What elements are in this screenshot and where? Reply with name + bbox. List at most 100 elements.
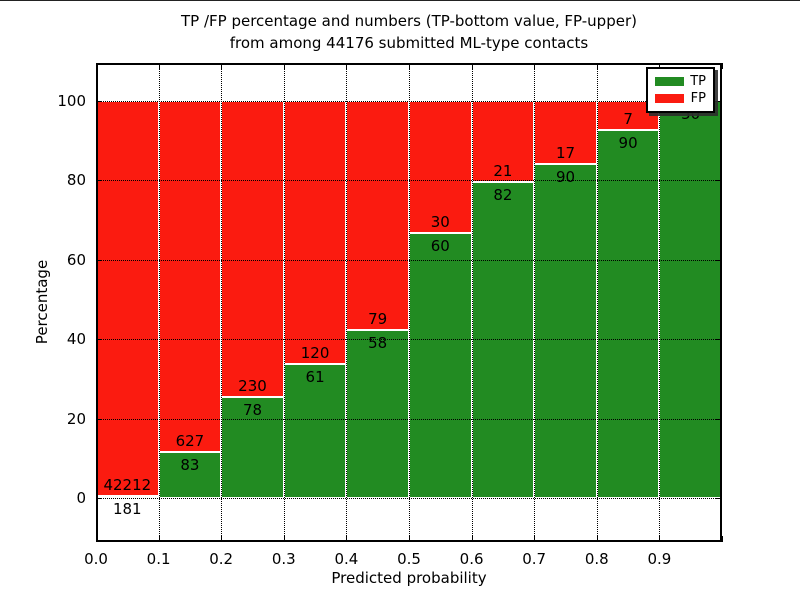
tp-bar-segment	[534, 164, 597, 498]
tp-count-label: 60	[430, 237, 450, 256]
x-tick-label: 0.1	[146, 550, 171, 568]
tick-mark	[716, 180, 722, 182]
x-tick-label: 0.4	[334, 550, 359, 568]
gridline-vertical	[659, 63, 661, 542]
fp-count-label: 21	[493, 161, 513, 180]
tp-count-label: 90	[618, 133, 638, 152]
tick-mark	[346, 63, 348, 69]
tick-mark	[716, 259, 722, 261]
tick-mark	[96, 339, 102, 341]
gridline-vertical	[409, 63, 410, 542]
fp-count-label: 120	[300, 344, 330, 363]
gridline-vertical	[158, 63, 160, 542]
tick-mark	[722, 536, 723, 542]
tick-mark	[96, 259, 102, 261]
fp-count-label: 7	[623, 109, 633, 128]
tick-mark	[346, 536, 348, 542]
fp-bar-segment	[471, 101, 535, 182]
tp-count-label: 58	[368, 333, 388, 352]
legend-swatch-fp	[655, 94, 684, 103]
y-tick-label: 80	[66, 171, 86, 190]
gridline-vertical	[596, 63, 598, 542]
tp-count-label: 82	[493, 185, 513, 204]
gridline-vertical	[471, 63, 473, 542]
fp-count-label: 30	[430, 213, 450, 232]
tp-count-label: 90	[555, 168, 576, 187]
tick-mark	[221, 536, 223, 542]
fp-count-label: 79	[368, 309, 388, 328]
tp-count-label: 181	[112, 500, 142, 519]
tp-bar-segment	[346, 329, 409, 498]
tick-mark	[722, 63, 723, 69]
tick-mark	[659, 536, 661, 542]
x-tick-label: 0.8	[584, 550, 609, 568]
fp-count-label: 42212	[103, 476, 152, 495]
y-tick-label: 0	[76, 489, 86, 507]
fp-bar-segment	[158, 101, 222, 452]
legend-item: TP	[655, 74, 706, 89]
plot-area	[96, 63, 723, 542]
tick-mark	[409, 536, 410, 542]
x-tick-label: 0.0	[84, 550, 108, 568]
tick-mark	[534, 63, 536, 69]
tp-count-label: 83	[180, 455, 200, 474]
x-tick-label: 0.3	[271, 550, 296, 568]
tick-mark	[96, 536, 97, 542]
legend-label-tp: TP	[690, 74, 706, 89]
x-tick-label: 0.6	[459, 550, 484, 568]
fp-count-label: 627	[175, 431, 205, 450]
x-tick-label: 0.5	[397, 550, 421, 568]
y-tick-label: 60	[66, 250, 86, 269]
chart-title-line2: from among 44176 submitted ML-type conta…	[229, 34, 589, 52]
gridline-vertical	[283, 63, 285, 542]
tick-mark	[158, 536, 160, 542]
tick-mark	[96, 498, 102, 499]
legend-item: FP	[655, 91, 706, 106]
tick-mark	[716, 498, 722, 499]
legend-label-fp: FP	[690, 91, 706, 106]
fp-bar-segment	[534, 101, 597, 165]
tp-bar-segment	[596, 129, 660, 498]
fp-bar-segment	[96, 101, 159, 497]
tick-mark	[471, 63, 473, 69]
tp-count-label: 78	[242, 401, 263, 420]
tick-mark	[716, 418, 722, 420]
x-axis-label: Predicted probability	[331, 569, 487, 587]
chart-title: TP /FP percentage and numbers (TP-bottom…	[96, 10, 722, 54]
tick-mark	[716, 339, 722, 341]
y-tick-label: 100	[57, 92, 86, 110]
legend: TP FP	[646, 67, 715, 113]
tick-mark	[96, 180, 102, 182]
gridline-vertical	[534, 63, 536, 542]
gridline-vertical	[221, 63, 223, 542]
tick-mark	[158, 63, 160, 69]
tick-mark	[534, 536, 536, 542]
x-tick-label: 0.7	[522, 550, 547, 568]
tick-mark	[596, 536, 598, 542]
x-tick-label: 0.9	[647, 550, 672, 568]
fp-count-label: 230	[238, 377, 267, 396]
tick-mark	[283, 63, 285, 69]
tick-mark	[96, 418, 102, 420]
tp-bar-segment	[659, 101, 722, 498]
tick-mark	[716, 101, 722, 102]
tick-mark	[471, 536, 473, 542]
y-tick-label: 20	[66, 409, 86, 428]
tick-mark	[283, 536, 285, 542]
fp-bar-segment	[346, 101, 409, 330]
legend-swatch-tp	[655, 77, 684, 86]
tick-mark	[596, 63, 598, 69]
tp-bar-segment	[158, 451, 222, 498]
tick-mark	[96, 101, 102, 102]
tick-mark	[659, 63, 661, 69]
tick-mark	[221, 63, 223, 69]
tp-count-label: 61	[305, 368, 325, 387]
fp-count-label: 17	[555, 144, 576, 163]
tp-bar-segment	[409, 233, 472, 498]
y-tick-label: 40	[66, 330, 86, 349]
x-tick-label: 0.2	[209, 550, 234, 568]
chart-title-line1: TP /FP percentage and numbers (TP-bottom…	[181, 12, 637, 30]
tick-mark	[409, 63, 410, 69]
tick-mark	[96, 63, 97, 69]
